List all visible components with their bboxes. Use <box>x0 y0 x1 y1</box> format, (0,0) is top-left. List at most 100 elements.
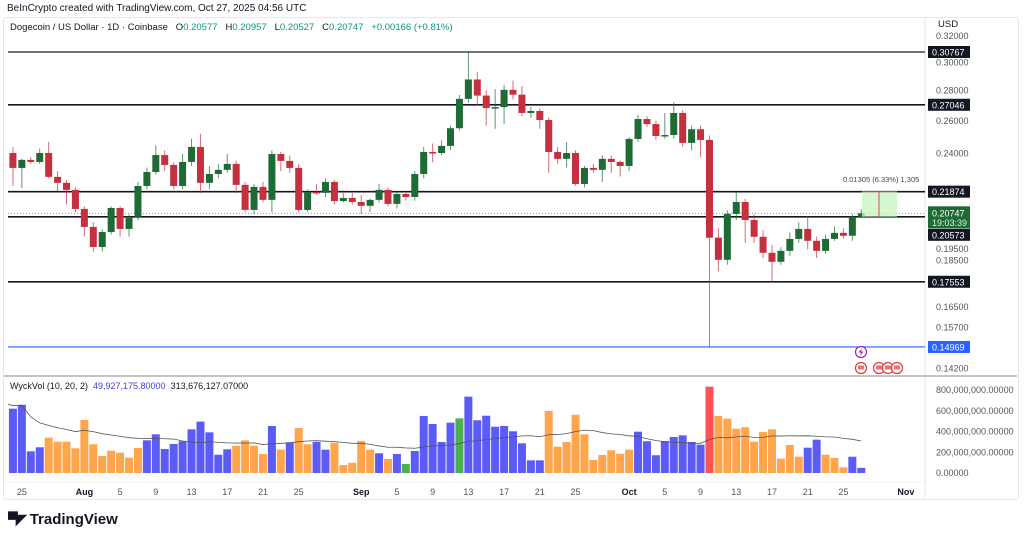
candle[interactable] <box>822 234 830 254</box>
candle[interactable] <box>643 116 651 128</box>
volume-bar[interactable] <box>250 445 259 473</box>
volume-bar[interactable] <box>187 429 196 473</box>
level-price-badge[interactable] <box>928 46 970 58</box>
candle[interactable] <box>500 84 508 125</box>
volume-bar[interactable] <box>35 447 44 473</box>
candle[interactable] <box>116 206 124 237</box>
candle[interactable] <box>848 214 856 241</box>
symbol-name[interactable]: Dogecoin / US Dollar · 1D · Coinbase <box>10 22 168 33</box>
volume-bar[interactable] <box>839 467 848 473</box>
volume-bar[interactable] <box>553 446 562 473</box>
candle[interactable] <box>563 141 571 168</box>
volume-bar[interactable] <box>321 449 330 473</box>
candle[interactable] <box>339 193 347 203</box>
volume-bar[interactable] <box>651 455 660 473</box>
volume-bar[interactable] <box>812 439 821 473</box>
currency-label[interactable]: USD <box>938 19 959 30</box>
candle[interactable] <box>9 146 17 186</box>
candle[interactable] <box>813 236 821 259</box>
candle[interactable] <box>777 247 785 265</box>
volume-bar[interactable] <box>526 460 535 473</box>
volume-bar[interactable] <box>89 444 98 473</box>
volume-bar[interactable] <box>312 441 321 473</box>
volume-bar[interactable] <box>660 441 669 473</box>
volume-bar[interactable] <box>285 442 294 473</box>
candle[interactable] <box>527 106 535 118</box>
candle[interactable] <box>366 198 374 213</box>
level-price-badge[interactable] <box>928 98 970 111</box>
volume-bar[interactable] <box>71 448 80 473</box>
candle[interactable] <box>170 162 178 190</box>
volume-bar[interactable] <box>785 444 794 473</box>
candle[interactable] <box>214 164 222 179</box>
volume-bar[interactable] <box>419 415 428 473</box>
volume-bar[interactable] <box>232 445 241 473</box>
volume-bar[interactable] <box>107 450 116 473</box>
volume-bar[interactable] <box>607 450 616 473</box>
volume-bar[interactable] <box>580 434 589 473</box>
level-price-badge[interactable] <box>928 228 970 241</box>
candle[interactable] <box>393 191 401 209</box>
volume-bar[interactable] <box>491 426 500 473</box>
candle[interactable] <box>286 155 294 173</box>
candle[interactable] <box>295 164 303 213</box>
candle[interactable] <box>277 151 285 172</box>
candle[interactable] <box>161 150 169 172</box>
volume-bar[interactable] <box>357 441 366 473</box>
candle[interactable] <box>714 228 722 272</box>
candle[interactable] <box>143 167 151 190</box>
volume-bar[interactable] <box>151 434 160 473</box>
candle[interactable] <box>759 230 767 259</box>
volume-bar[interactable] <box>625 449 634 473</box>
candle[interactable] <box>429 143 437 163</box>
volume-bar[interactable] <box>767 429 776 473</box>
candle[interactable] <box>625 136 633 172</box>
candle[interactable] <box>304 189 312 213</box>
lightning-event-icon[interactable] <box>854 345 868 359</box>
volume-bar[interactable] <box>455 418 464 473</box>
volume-bar[interactable] <box>759 432 768 473</box>
volume-bar[interactable] <box>517 443 526 473</box>
candle[interactable] <box>545 117 553 173</box>
candle[interactable] <box>223 153 231 173</box>
candle[interactable] <box>98 229 106 252</box>
candle[interactable] <box>589 164 597 173</box>
volume-bar[interactable] <box>0 403 8 473</box>
candle[interactable] <box>438 140 446 156</box>
volume-bar[interactable] <box>437 441 446 473</box>
candle[interactable] <box>232 160 240 194</box>
us-flag-event-icon[interactable] <box>854 361 868 375</box>
candle[interactable] <box>464 51 472 103</box>
candle[interactable] <box>36 148 44 165</box>
candle[interactable] <box>330 180 338 205</box>
volume-bar[interactable] <box>133 447 142 473</box>
candle[interactable] <box>357 194 365 215</box>
candle[interactable] <box>598 155 606 182</box>
volume-bar[interactable] <box>848 456 857 473</box>
candle[interactable] <box>830 226 838 241</box>
candle[interactable] <box>250 183 258 215</box>
volume-bar[interactable] <box>589 460 598 473</box>
candle[interactable] <box>607 155 615 173</box>
candle[interactable] <box>857 209 865 218</box>
volume-bar[interactable] <box>669 436 678 473</box>
candle[interactable] <box>473 72 481 106</box>
candle[interactable] <box>384 187 392 207</box>
candle[interactable] <box>795 222 803 243</box>
volume-bar[interactable] <box>223 449 232 473</box>
volume-bar[interactable] <box>803 447 812 473</box>
volume-bar[interactable] <box>241 440 250 473</box>
volume-bar[interactable] <box>53 441 62 473</box>
volume-bar[interactable] <box>178 441 187 473</box>
candle[interactable] <box>723 210 731 265</box>
volume-bar[interactable] <box>383 458 392 473</box>
candle[interactable] <box>63 180 71 205</box>
candle[interactable] <box>768 245 776 282</box>
candle[interactable] <box>679 110 687 147</box>
candle[interactable] <box>705 135 713 347</box>
candle[interactable] <box>661 113 669 139</box>
volume-bar[interactable] <box>616 453 625 473</box>
candle[interactable] <box>313 183 321 195</box>
level-price-badge[interactable] <box>928 340 970 353</box>
candle[interactable] <box>259 181 267 203</box>
